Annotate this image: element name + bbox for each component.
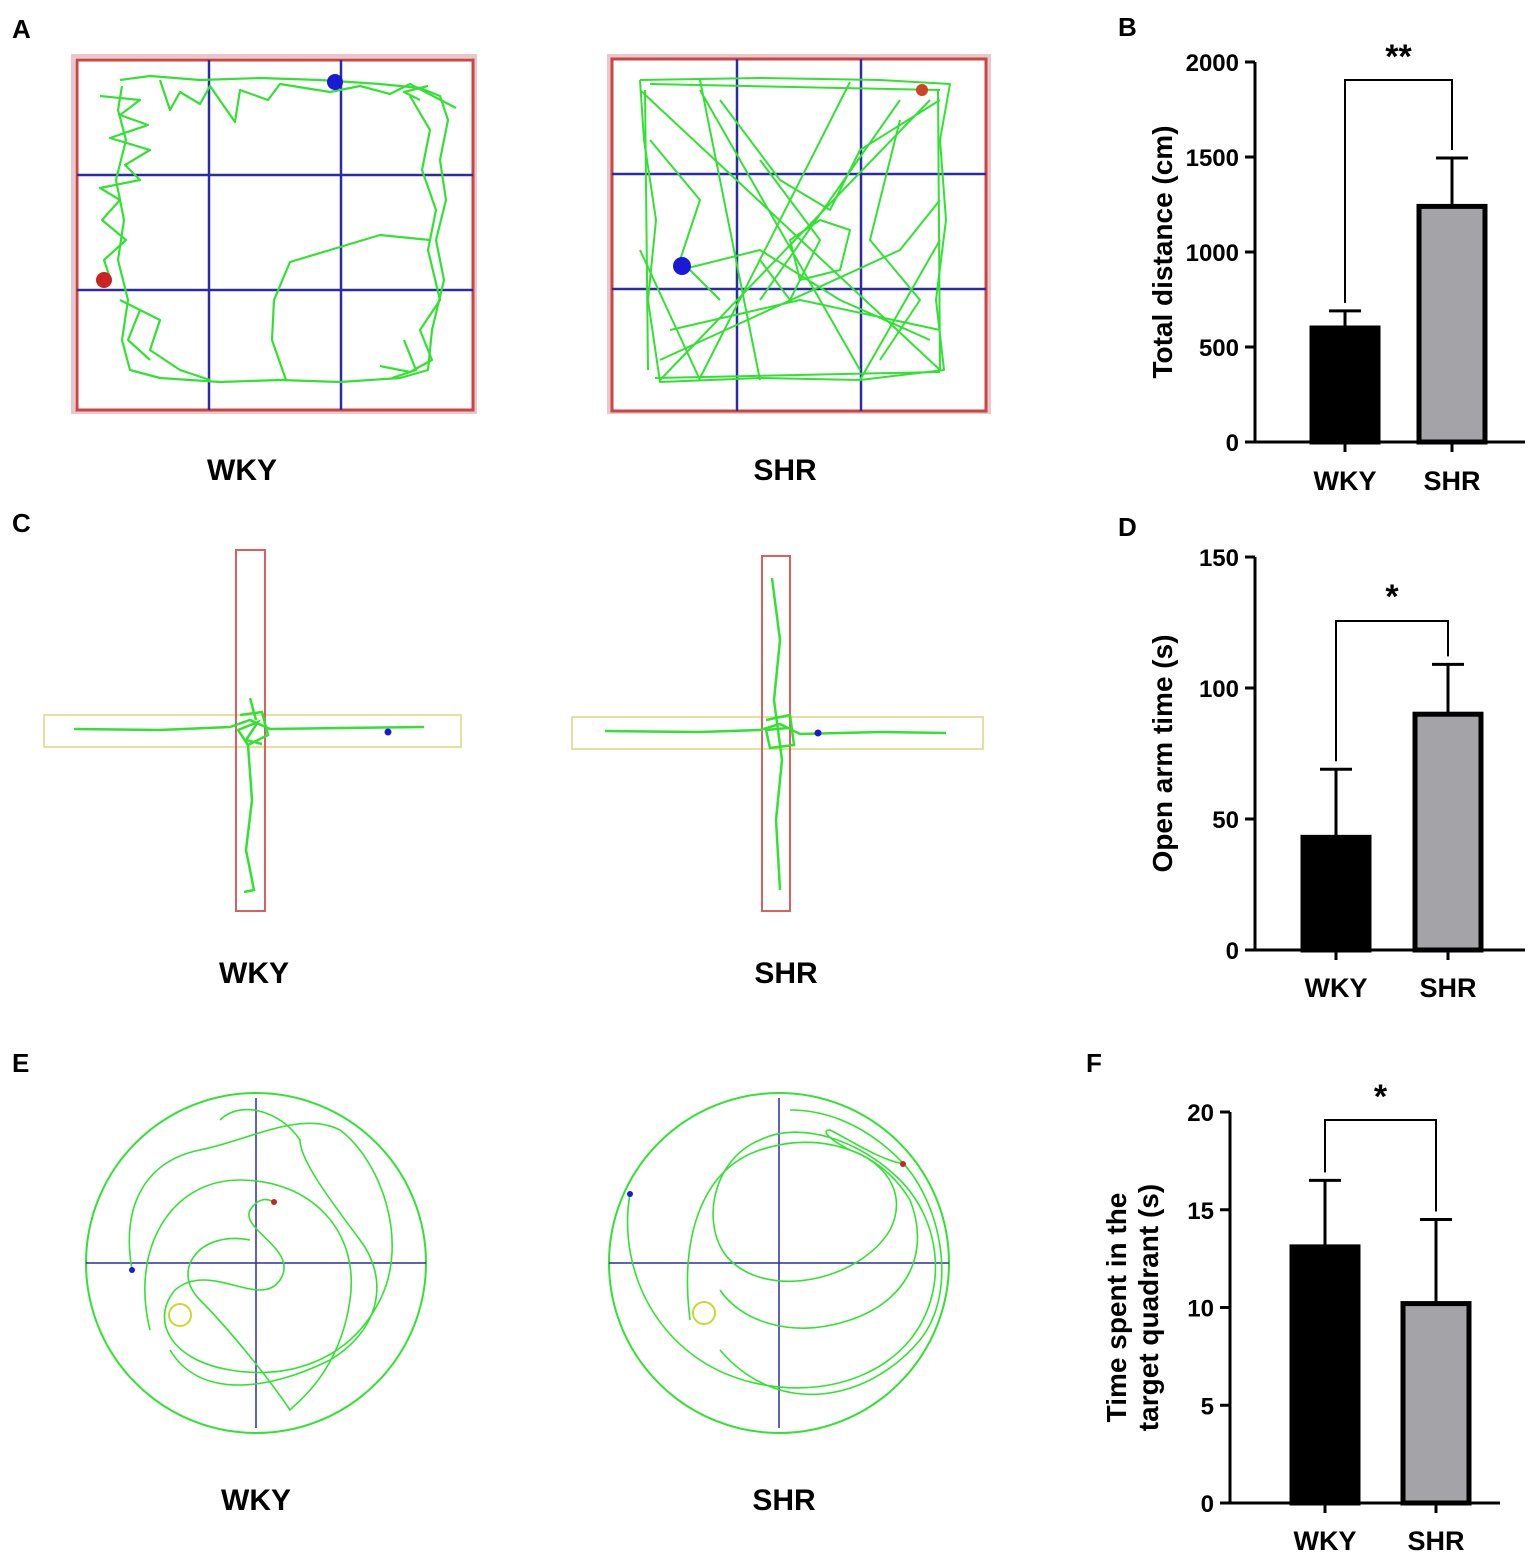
open-field-shr: SHR	[607, 54, 991, 487]
movement-track	[639, 77, 951, 383]
panel-c-letter: C	[12, 508, 31, 538]
open-field-wky: WKY	[71, 54, 477, 487]
closed-arms	[235, 549, 266, 912]
category-label: WKY	[1314, 466, 1377, 496]
panel-b-letter: B	[1118, 12, 1137, 42]
end-dot	[271, 1199, 277, 1205]
movement-track	[98, 74, 457, 384]
panel-d-letter: D	[1118, 512, 1137, 542]
movement-track	[73, 697, 425, 894]
end-dot	[900, 1161, 906, 1167]
y-axis-label: Open arm time (s)	[1147, 634, 1178, 872]
bar-wky	[1300, 834, 1372, 953]
movement-track	[604, 577, 947, 891]
significance-marker: *	[1374, 1078, 1388, 1116]
category-label: WKY	[1305, 973, 1368, 1003]
bar-chart-open-arm-time: D 0 50 100 150 WKY SHR * Open arm time (s)	[1118, 512, 1525, 1003]
category-label: SHR	[1419, 973, 1476, 1003]
label-shr: SHR	[753, 454, 817, 487]
y-tick-label: 100	[1199, 676, 1239, 703]
bar-shr	[1412, 711, 1484, 953]
y-axis-label: target quadrant (s)	[1133, 1184, 1164, 1431]
y-tick-label: 1500	[1186, 145, 1239, 172]
start-dot	[673, 257, 691, 275]
y-tick-label: 50	[1212, 807, 1239, 834]
start-dot	[327, 74, 343, 90]
significance-bracket	[1335, 620, 1449, 762]
significance-marker: **	[1385, 38, 1412, 76]
significance-marker: *	[1385, 578, 1399, 616]
arena-shadow	[71, 54, 477, 414]
y-tick-label: 2000	[1186, 50, 1239, 77]
bar-wky	[1309, 325, 1381, 445]
panel-a: A WKY	[12, 14, 991, 487]
bar-chart-target-quadrant: F 0 5 10 15 20 WKY SHR * Time spent in the target…	[1086, 1048, 1500, 1556]
y-tick-label: 1000	[1186, 240, 1239, 267]
panel-a-letter: A	[12, 14, 31, 44]
start-dot	[129, 1267, 135, 1273]
y-tick-label: 5	[1201, 1393, 1214, 1420]
bar-shr	[1416, 203, 1488, 445]
y-tick-label: 20	[1187, 1100, 1214, 1127]
y-tick-label: 150	[1199, 545, 1239, 572]
y-tick-label: 10	[1187, 1296, 1214, 1323]
panel-c: C WKY SHR	[12, 508, 984, 990]
significance-bracket	[1324, 1119, 1437, 1212]
panel-e-letter: E	[12, 1048, 29, 1078]
category-label: WKY	[1294, 1526, 1357, 1556]
y-tick-label: 500	[1199, 335, 1239, 362]
plus-maze-shr: SHR	[571, 555, 984, 990]
bar-chart-total-distance: B 0 500 1000 1500 2000 WKY SHR ** Total distance…	[1118, 12, 1525, 496]
bar-shr	[1400, 1301, 1472, 1506]
y-tick-label: 15	[1187, 1198, 1214, 1225]
label-shr: SHR	[752, 1484, 816, 1517]
category-label: SHR	[1423, 466, 1480, 496]
start-dot	[814, 729, 822, 737]
swim-path	[626, 1109, 943, 1396]
label-wky: WKY	[221, 1484, 291, 1517]
water-maze-shr: SHR	[608, 1092, 950, 1517]
y-tick-label: 0	[1201, 1491, 1214, 1518]
end-dot	[916, 84, 928, 96]
label-shr: SHR	[754, 957, 818, 990]
swim-path	[128, 1108, 393, 1412]
plus-maze-wky: WKY	[43, 549, 462, 990]
start-dot	[384, 728, 392, 736]
significance-bracket	[1344, 79, 1453, 303]
y-axis-label: Total distance (cm)	[1147, 125, 1178, 378]
panel-f-letter: F	[1086, 1048, 1102, 1078]
platform	[168, 1303, 192, 1327]
label-wky: WKY	[219, 957, 289, 990]
arena-border	[610, 57, 988, 413]
closed-arms	[761, 555, 791, 912]
y-tick-label: 0	[1226, 938, 1239, 965]
category-label: SHR	[1407, 1526, 1464, 1556]
end-dot	[96, 272, 112, 288]
y-tick-label: 0	[1226, 430, 1239, 457]
panel-e: E WKY	[12, 1048, 950, 1517]
arena-border	[75, 58, 475, 412]
platform	[692, 1301, 716, 1325]
label-wky: WKY	[207, 454, 277, 487]
bar-wky	[1289, 1244, 1361, 1506]
water-maze-wky: WKY	[85, 1092, 427, 1517]
y-axis-label: Time spent in the	[1101, 1193, 1132, 1423]
open-arms	[43, 714, 462, 748]
start-dot	[627, 1191, 633, 1197]
